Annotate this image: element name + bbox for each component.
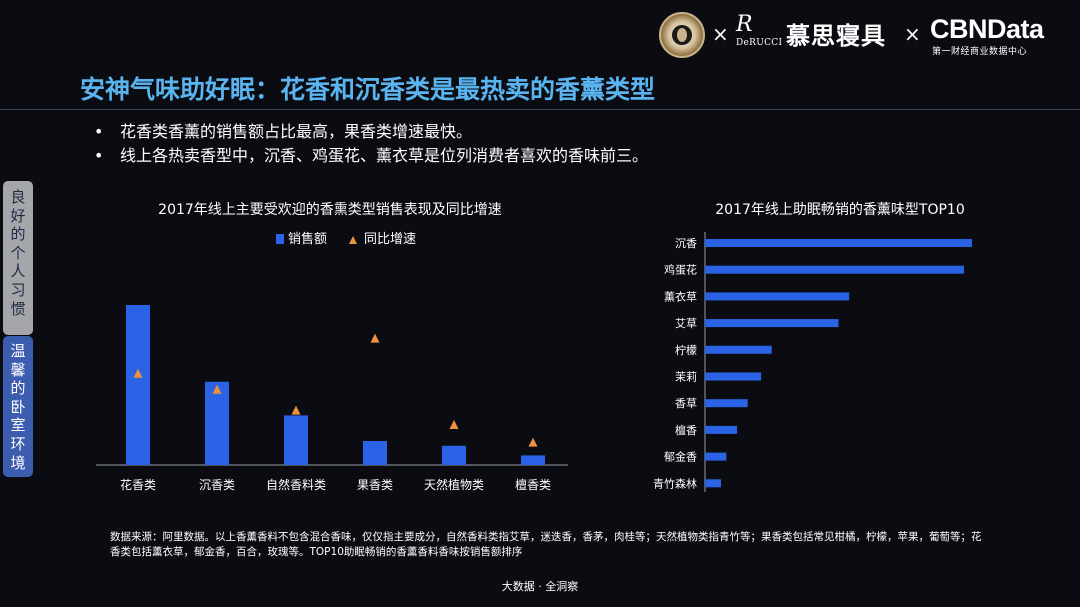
side-tab-char: 卧 [10,397,26,416]
title-divider [0,109,1080,110]
marker-growth [449,420,459,429]
cbndata-logo: CBNData [930,14,1044,44]
bullet-symbol: • [94,146,104,165]
y-tick-label: 香草 [675,397,697,410]
data-source-note: 数据来源：阿里数据。以上香薰香料不包含混合香味，仅仅指主要成分，自然香料类指艾草… [110,531,982,558]
chart-legend: 销售额 同比增速 [276,231,416,247]
x-tick-label: 自然香料类 [266,477,326,492]
side-tab-char: 的 [10,225,26,244]
x-tick-label: 花香类 [120,477,156,492]
marker-growth [291,405,301,415]
bar-scent [705,239,972,247]
footer-tagline: 大数据 · 全洞察 [501,580,579,593]
bar-sales [363,441,387,465]
brand-seal-logo [659,12,705,58]
x-tick-label: 果香类 [357,478,393,492]
bar-sales [442,445,466,465]
side-tab-char: 习 [10,280,26,299]
y-tick-label: 郁金香 [664,450,697,464]
bar-sales [521,455,545,465]
side-tab-char: 的 [10,379,26,398]
derucci-logo-text: DeRUCCI [736,38,783,48]
legend-swatch-sales [276,234,284,244]
side-tab-char: 个 [10,243,26,262]
bullet-item: • 花香类香薰的销售额占比最高，果香类增速最快。 [94,120,648,144]
legend-label-sales: 销售额 [288,231,327,247]
y-tick-label: 薰衣草 [664,289,697,303]
side-tab-char: 好 [10,206,26,225]
chart-vertical-bar: 2017年线上主要受欢迎的香熏类型销售表现及同比增速 销售额 同比增速 花香类 沉香… [96,202,568,492]
legend-swatch-growth [349,236,357,244]
marker-growth [133,368,143,378]
x-tick-label: 檀香类 [515,477,551,492]
chart-title: 2017年线上主要受欢迎的香熏类型销售表现及同比增速 [158,202,502,218]
chart-horizontal-bar: 2017年线上助眠畅销的香薰味型TOP10 沉香鸡蛋花薰衣草艾草柠檬茉莉香草檀香… [653,202,972,492]
bar-scent [705,425,738,434]
bar-scent [705,372,762,381]
bar-scent [705,345,772,354]
bar-scent [705,265,964,274]
derucci-brand-name: 慕思寝具 [786,21,886,50]
bullet-text: 线上各热卖香型中，沉香、鸡蛋花、薰衣草是位列消费者喜欢的香味前三。 [120,146,649,165]
y-tick-label: 茉莉 [675,370,697,384]
y-tick-label: 檀香 [675,423,697,437]
bullet-symbol: • [94,122,104,141]
side-tab-char: 室 [10,416,26,435]
bullet-text: 花香类香薰的销售额占比最高，果香类增速最快。 [120,122,473,141]
page-title: 安神气味助好眠：花香和沉香类是最热卖的香薰类型 [80,75,656,104]
logo-separator-2: × [904,22,921,46]
y-tick-label: 艾草 [675,317,697,330]
x-tick-label: 天然植物类 [424,477,484,492]
bullet-item: • 线上各热卖香型中，沉香、鸡蛋花、薰衣草是位列消费者喜欢的香味前三。 [94,144,648,168]
side-tab-char: 馨 [10,360,26,379]
bar-sales [205,381,229,465]
bullet-list: • 花香类香薰的销售额占比最高，果香类增速最快。 • 线上各热卖香型中，沉香、鸡蛋花… [94,120,648,168]
side-tab-personal-habits[interactable]: 良 好 的 个 人 习 惯 [3,181,33,335]
bar-scent [705,479,722,488]
x-tick-label: 沉香类 [199,478,235,492]
bar-sales [126,305,150,465]
logo-separator: × [712,22,729,46]
legend-label-growth: 同比增速 [364,232,416,247]
derucci-logo-mark: R [736,12,753,37]
side-tab-char: 环 [10,434,26,453]
y-tick-label: 青竹森林 [653,476,697,490]
y-tick-label: 沉香 [675,237,697,250]
top-header: × R DeRUCCI 慕思寝具 × CBNData 第一财经商业数据中心 [0,0,1080,66]
side-tab-char: 人 [10,262,26,281]
side-tab-char: 境 [10,453,26,472]
chart-title: 2017年线上助眠畅销的香薰味型TOP10 [715,202,964,218]
marker-growth [528,437,538,447]
bar-scent [705,292,850,301]
side-tab-bedroom-environment[interactable]: 温 馨 的 卧 室 环 境 [3,336,33,477]
bar-sales [284,415,308,465]
y-tick-label: 鸡蛋花 [664,263,697,277]
marker-growth [212,384,222,394]
side-tab-char: 温 [10,342,26,360]
side-tab-char: 良 [10,188,26,206]
y-tick-label: 柠檬 [675,343,697,357]
side-tab-char: 惯 [10,299,26,318]
bar-scent [705,399,748,408]
cbndata-subtitle: 第一财经商业数据中心 [932,47,1028,57]
bar-scent [705,452,727,461]
chart-marks: 花香类 沉香类 自然香料类 果香类 天然植物类 檀香类 [120,305,551,492]
bar-scent [705,319,839,328]
marker-growth [370,333,380,343]
